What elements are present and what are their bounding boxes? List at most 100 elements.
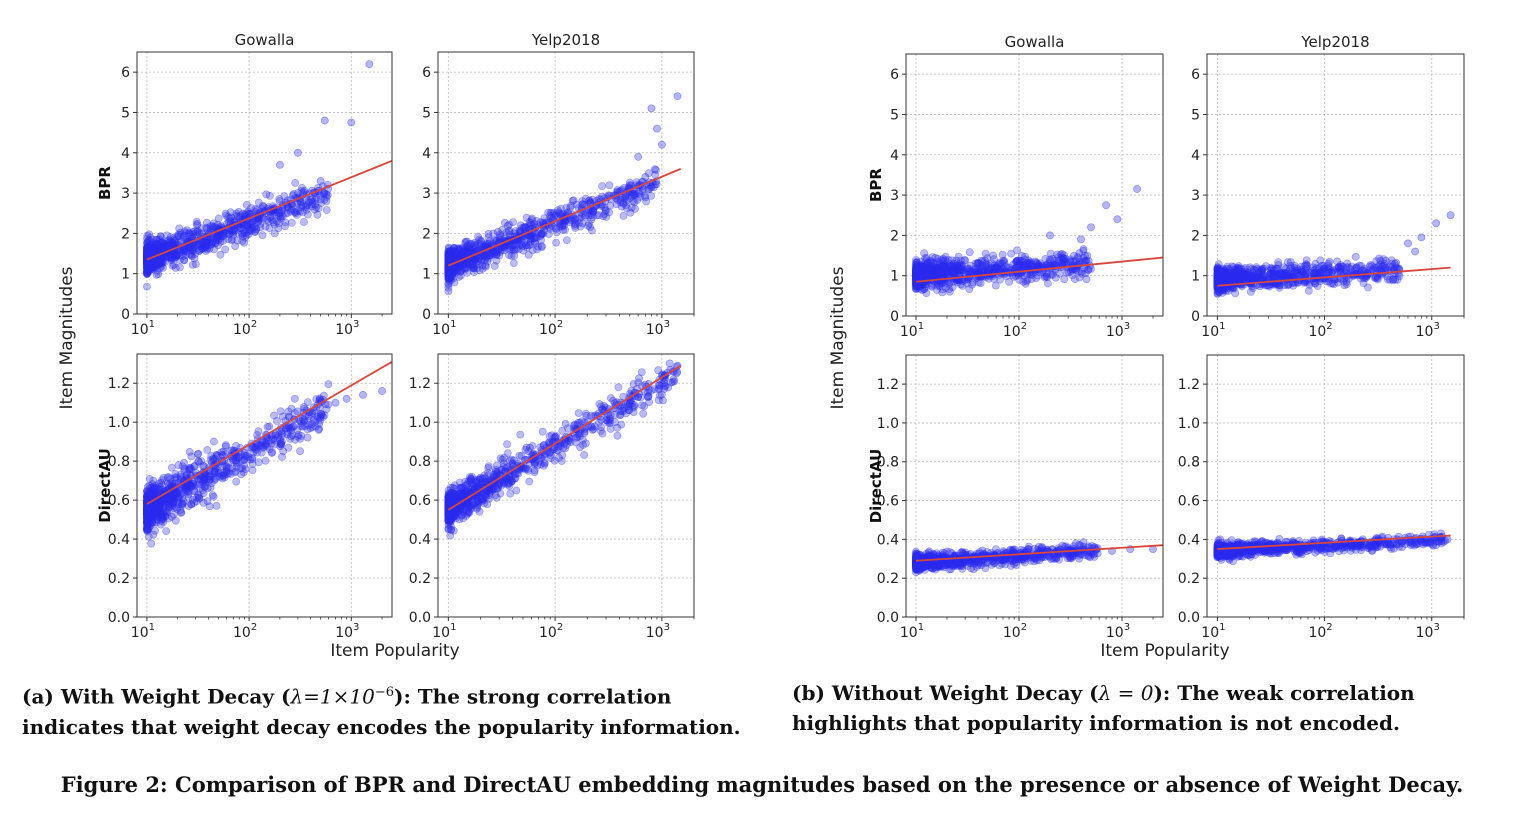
scatter-point bbox=[641, 193, 650, 202]
scatter-point bbox=[617, 420, 626, 429]
scatter-point bbox=[148, 243, 157, 252]
scatter-point bbox=[613, 186, 622, 194]
scatter-point bbox=[578, 219, 587, 228]
scatter-point bbox=[157, 237, 165, 246]
scatter-point bbox=[457, 261, 466, 270]
scatter-point bbox=[227, 213, 235, 222]
scatter-point bbox=[148, 261, 157, 270]
scatter-point bbox=[217, 232, 226, 241]
scatter-point bbox=[302, 205, 311, 214]
scatter-point bbox=[289, 202, 297, 210]
y-tick-label: 4 bbox=[422, 146, 431, 162]
x-tick-label: 101 bbox=[432, 622, 456, 641]
scatter-point bbox=[177, 500, 186, 508]
scatter-point bbox=[226, 470, 235, 478]
scatter-point bbox=[263, 215, 272, 224]
scatter-point bbox=[145, 236, 154, 245]
scatter-point-outlier bbox=[1102, 201, 1110, 210]
scatter-point bbox=[189, 227, 197, 236]
scatter-point bbox=[166, 479, 175, 488]
scatter-point bbox=[147, 244, 156, 253]
scatter-point bbox=[296, 198, 305, 207]
scatter-point bbox=[466, 261, 474, 270]
scatter-point bbox=[628, 191, 637, 199]
scatter-point bbox=[167, 463, 176, 472]
scatter-point bbox=[277, 206, 286, 215]
scatter-point bbox=[495, 233, 504, 242]
scatter-point bbox=[626, 208, 635, 217]
scatter-point bbox=[496, 247, 504, 256]
scatter-point-outlier bbox=[634, 152, 643, 161]
scatter-point bbox=[224, 235, 233, 243]
y-tick-label: 1 bbox=[422, 267, 431, 283]
scatter-point bbox=[143, 263, 151, 272]
scatter-point bbox=[143, 263, 152, 272]
scatter-point bbox=[282, 209, 291, 218]
scatter-point bbox=[316, 191, 324, 200]
scatter-point bbox=[498, 455, 507, 464]
scatter-point bbox=[284, 204, 293, 213]
scatter-point bbox=[299, 201, 307, 210]
x-tick-label: 103 bbox=[646, 319, 670, 338]
scatter-point bbox=[154, 244, 163, 253]
scatter-point bbox=[275, 195, 284, 203]
scatter-point bbox=[455, 264, 464, 272]
scatter-point bbox=[635, 189, 644, 198]
scatter-point bbox=[171, 489, 180, 498]
scatter-point bbox=[190, 254, 199, 263]
scatter-point bbox=[154, 245, 163, 254]
scatter-point bbox=[210, 245, 218, 254]
x-tick-exponent: 2 bbox=[1021, 321, 1027, 332]
scatter-point bbox=[176, 248, 185, 257]
scatter-point bbox=[552, 225, 561, 233]
scatter-point bbox=[456, 267, 465, 276]
scatter-point bbox=[963, 267, 972, 276]
scatter-point bbox=[521, 223, 530, 232]
scatter-point bbox=[652, 166, 660, 174]
scatter-point bbox=[180, 246, 188, 255]
scatter-point bbox=[449, 247, 458, 256]
scatter-point bbox=[189, 243, 197, 251]
scatter-point bbox=[242, 231, 251, 240]
y-tick-label: 4 bbox=[121, 146, 130, 162]
scatter-point bbox=[142, 282, 151, 291]
scatter-point bbox=[538, 427, 547, 436]
scatter-point bbox=[200, 243, 209, 252]
scatter-point bbox=[150, 263, 159, 272]
scatter-point bbox=[145, 243, 153, 251]
scatter-point bbox=[290, 409, 299, 417]
scatter-point bbox=[974, 278, 983, 287]
scatter-point bbox=[232, 209, 241, 218]
scatter-point bbox=[579, 440, 587, 449]
scatter-point bbox=[462, 244, 470, 253]
scatter-point bbox=[456, 271, 465, 280]
scatter-point bbox=[171, 251, 180, 260]
scatter-point bbox=[444, 270, 453, 278]
scatter-point bbox=[537, 230, 546, 239]
scatter-point bbox=[237, 230, 246, 238]
scatter-point bbox=[244, 207, 253, 216]
scatter-point bbox=[520, 239, 528, 248]
scatter-point bbox=[147, 244, 156, 253]
scatter-point bbox=[297, 187, 306, 195]
scatter-point bbox=[256, 219, 265, 228]
scatter-point bbox=[446, 268, 455, 277]
scatter-point bbox=[163, 252, 172, 261]
scatter-point bbox=[143, 265, 152, 274]
scatter-point bbox=[554, 206, 562, 215]
scatter-point bbox=[291, 179, 300, 187]
scatter-point bbox=[528, 214, 536, 223]
scatter-point bbox=[163, 237, 172, 246]
scatter-point bbox=[947, 266, 956, 275]
scatter-point bbox=[143, 265, 151, 273]
scatter-point bbox=[168, 250, 177, 259]
scatter-point bbox=[156, 233, 165, 241]
scatter-point bbox=[630, 191, 639, 200]
scatter-point bbox=[258, 201, 267, 210]
scatter-point bbox=[551, 211, 560, 220]
scatter-point bbox=[143, 257, 152, 266]
scatter-point bbox=[212, 236, 221, 245]
scatter-point bbox=[308, 200, 317, 208]
scatter-point bbox=[291, 207, 299, 216]
scatter-point bbox=[144, 245, 153, 253]
